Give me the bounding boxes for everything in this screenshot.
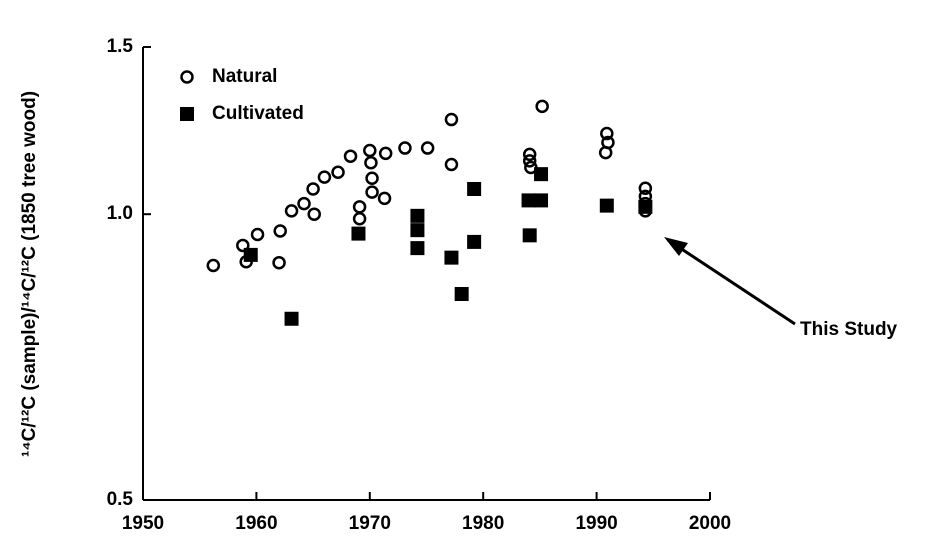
point (206, 258, 221, 273)
point (352, 211, 367, 226)
point (599, 198, 614, 213)
point (243, 247, 258, 262)
x-tick-label: 1970 (349, 513, 391, 534)
point (410, 223, 425, 238)
point (363, 143, 377, 158)
point (236, 238, 250, 253)
annotation-arrow (667, 238, 796, 326)
point (410, 208, 425, 223)
point (444, 250, 459, 265)
point (534, 167, 549, 182)
point (272, 255, 286, 270)
point (420, 141, 435, 155)
legend-marker (180, 107, 194, 121)
y-tick-label: 1.0 (107, 203, 133, 224)
point (638, 199, 653, 214)
legend-marker (180, 70, 194, 84)
legend-label: Natural (212, 66, 277, 87)
legend-label: Cultivated (212, 103, 304, 124)
point (250, 227, 265, 242)
point (306, 182, 320, 196)
point (467, 234, 482, 249)
point (444, 157, 459, 172)
point (284, 311, 299, 326)
point (522, 228, 537, 243)
point (365, 171, 379, 186)
point (297, 196, 311, 211)
y-tick-label: 0.5 (107, 489, 134, 510)
point (273, 224, 287, 238)
x-tick-label: 1990 (575, 513, 617, 534)
point (467, 181, 482, 196)
point (398, 141, 412, 155)
point (600, 126, 614, 141)
x-tick-label: 1950 (122, 513, 164, 534)
x-tick-label: 2000 (689, 513, 731, 534)
point (410, 241, 425, 256)
point (521, 193, 536, 208)
point (454, 287, 469, 302)
point (522, 147, 537, 162)
point (364, 155, 378, 170)
arrow-head (664, 237, 688, 256)
annotation: This Study (800, 319, 898, 340)
y-axis-label: ¹⁴C/¹²C (sample)/¹⁴C/¹²C (1850 tree wood… (19, 91, 40, 457)
point (444, 112, 459, 127)
x-tick-label: 1980 (462, 513, 504, 534)
point (365, 185, 379, 199)
y-tick-label: 1.5 (107, 36, 134, 57)
point (378, 146, 393, 161)
point (331, 165, 345, 180)
point (377, 191, 392, 206)
point (352, 200, 367, 214)
point (317, 170, 332, 184)
point (534, 193, 549, 208)
point (284, 204, 299, 218)
point (638, 181, 653, 195)
point (307, 207, 321, 221)
point (535, 99, 549, 114)
x-tick-label: 1960 (235, 513, 277, 534)
point (351, 226, 366, 241)
point (598, 145, 613, 160)
point (522, 154, 537, 168)
point (343, 149, 358, 163)
